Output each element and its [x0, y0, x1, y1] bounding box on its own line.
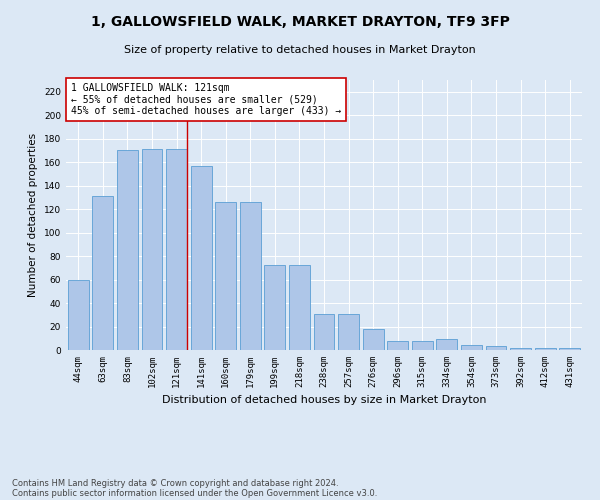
- Bar: [142, 150, 163, 350]
- Bar: [559, 348, 580, 350]
- Bar: [314, 314, 334, 350]
- Text: 1, GALLOWSFIELD WALK, MARKET DRAYTON, TF9 3FP: 1, GALLOWSFIELD WALK, MARKET DRAYTON, TF…: [91, 15, 509, 29]
- Y-axis label: Number of detached properties: Number of detached properties: [28, 133, 38, 297]
- Bar: [436, 340, 457, 350]
- Text: Size of property relative to detached houses in Market Drayton: Size of property relative to detached ho…: [124, 45, 476, 55]
- Bar: [215, 202, 236, 350]
- Text: Contains public sector information licensed under the Open Government Licence v3: Contains public sector information licen…: [12, 488, 377, 498]
- Bar: [387, 340, 408, 350]
- Bar: [191, 166, 212, 350]
- Bar: [117, 150, 138, 350]
- Bar: [265, 266, 286, 350]
- Bar: [362, 329, 383, 350]
- Bar: [92, 196, 113, 350]
- Bar: [461, 346, 482, 350]
- Text: 1 GALLOWSFIELD WALK: 121sqm
← 55% of detached houses are smaller (529)
45% of se: 1 GALLOWSFIELD WALK: 121sqm ← 55% of det…: [71, 82, 341, 116]
- Bar: [485, 346, 506, 350]
- Bar: [535, 348, 556, 350]
- Bar: [240, 202, 261, 350]
- Bar: [289, 266, 310, 350]
- Bar: [338, 314, 359, 350]
- Bar: [68, 280, 89, 350]
- Bar: [166, 150, 187, 350]
- Bar: [510, 348, 531, 350]
- Bar: [412, 340, 433, 350]
- X-axis label: Distribution of detached houses by size in Market Drayton: Distribution of detached houses by size …: [162, 396, 486, 406]
- Text: Contains HM Land Registry data © Crown copyright and database right 2024.: Contains HM Land Registry data © Crown c…: [12, 478, 338, 488]
